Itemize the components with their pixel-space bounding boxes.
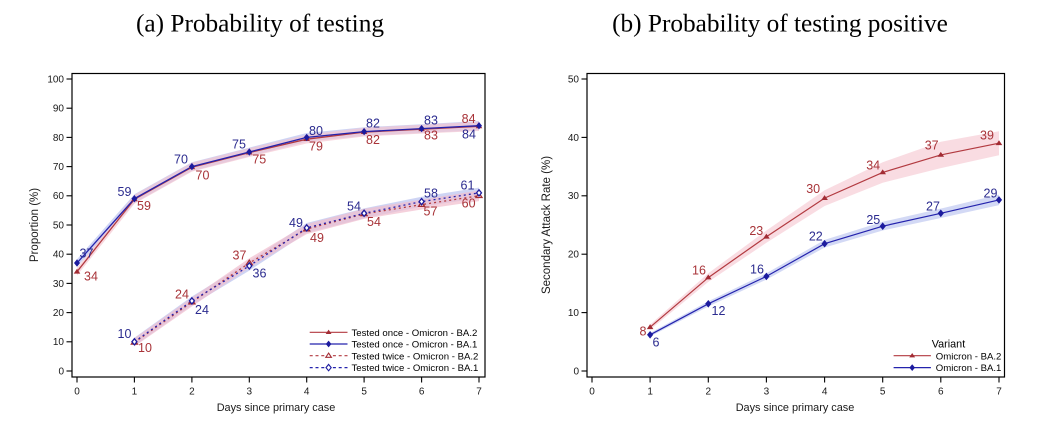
svg-text:40: 40 [568,133,580,144]
svg-text:3: 3 [247,386,253,397]
svg-text:Proportion (%): Proportion (%) [29,188,41,262]
svg-text:60: 60 [53,191,65,202]
svg-text:4: 4 [822,386,828,397]
svg-text:4: 4 [304,386,310,397]
svg-text:59: 59 [118,185,132,199]
svg-text:22: 22 [809,230,823,244]
svg-text:0: 0 [589,386,595,397]
svg-text:84: 84 [462,127,476,141]
svg-text:10: 10 [118,327,132,341]
svg-text:0: 0 [74,386,80,397]
svg-text:10: 10 [53,337,65,348]
svg-text:61: 61 [461,178,475,192]
svg-text:29: 29 [984,186,998,200]
svg-text:82: 82 [366,117,380,131]
svg-text:25: 25 [866,213,880,227]
svg-text:1: 1 [132,386,138,397]
svg-text:83: 83 [424,129,438,143]
svg-text:16: 16 [750,262,764,276]
svg-text:70: 70 [174,152,188,166]
svg-text:37: 37 [233,248,247,262]
svg-text:0: 0 [58,366,64,377]
svg-text:24: 24 [175,288,189,302]
svg-text:39: 39 [980,128,994,142]
svg-text:58: 58 [424,186,438,200]
svg-text:10: 10 [138,341,152,355]
svg-text:30: 30 [568,191,580,202]
svg-text:6: 6 [653,335,660,349]
svg-text:54: 54 [367,215,381,229]
svg-text:Variant: Variant [932,339,965,351]
svg-text:Secondary Attack Rate (%): Secondary Attack Rate (%) [541,156,553,294]
svg-text:40: 40 [53,250,65,261]
svg-text:36: 36 [253,266,267,280]
svg-text:82: 82 [366,133,380,147]
svg-text:2: 2 [189,386,195,397]
svg-text:60: 60 [462,196,476,210]
svg-text:7: 7 [476,386,482,397]
svg-text:Tested twice - Omicron - BA.1: Tested twice - Omicron - BA.1 [352,363,479,374]
svg-text:75: 75 [232,137,246,151]
svg-text:27: 27 [926,199,940,213]
svg-text:30: 30 [806,182,820,196]
svg-text:80: 80 [53,133,65,144]
svg-text:8: 8 [640,325,647,339]
svg-text:Tested once - Omicron - BA.1: Tested once - Omicron - BA.1 [352,340,478,351]
svg-text:Days since primary case: Days since primary case [736,402,855,414]
svg-text:Omicron - BA.1: Omicron - BA.1 [936,363,1002,374]
svg-text:5: 5 [361,386,367,397]
svg-text:50: 50 [568,74,580,85]
svg-text:Tested once - Omicron - BA.2: Tested once - Omicron - BA.2 [352,328,478,339]
svg-text:1: 1 [647,386,653,397]
svg-text:23: 23 [749,224,763,238]
svg-text:3: 3 [764,386,770,397]
svg-text:49: 49 [310,231,324,245]
svg-text:37: 37 [80,246,94,260]
svg-text:70: 70 [196,169,210,183]
svg-text:Omicron - BA.2: Omicron - BA.2 [936,351,1002,362]
svg-text:20: 20 [53,308,65,319]
svg-text:0: 0 [573,366,579,377]
svg-text:84: 84 [462,112,476,126]
svg-text:34: 34 [866,158,880,172]
svg-text:5: 5 [880,386,886,397]
svg-text:50: 50 [53,220,65,231]
svg-text:Tested twice - Omicron - BA.2: Tested twice - Omicron - BA.2 [352,351,479,362]
svg-text:7: 7 [996,386,1002,397]
svg-text:79: 79 [309,139,323,153]
svg-text:(b) Probability of testing pos: (b) Probability of testing positive [612,10,948,38]
svg-text:20: 20 [568,250,580,261]
svg-text:12: 12 [712,304,726,318]
svg-text:80: 80 [309,124,323,138]
svg-text:54: 54 [347,199,361,213]
svg-text:Days since primary case: Days since primary case [217,402,336,414]
svg-text:10: 10 [568,308,580,319]
svg-text:59: 59 [137,199,151,213]
svg-text:34: 34 [84,270,98,284]
svg-text:24: 24 [195,303,209,317]
svg-text:83: 83 [424,114,438,128]
svg-text:16: 16 [692,264,706,278]
svg-text:90: 90 [53,104,65,115]
svg-text:49: 49 [289,216,303,230]
svg-text:6: 6 [419,386,425,397]
svg-text:2: 2 [706,386,712,397]
svg-text:6: 6 [938,386,944,397]
svg-text:75: 75 [252,152,266,166]
svg-text:30: 30 [53,279,65,290]
svg-text:70: 70 [53,162,65,173]
svg-text:57: 57 [424,204,438,218]
svg-text:100: 100 [47,74,64,85]
svg-text:(a) Probability of testing: (a) Probability of testing [136,10,384,38]
svg-text:37: 37 [925,138,939,152]
